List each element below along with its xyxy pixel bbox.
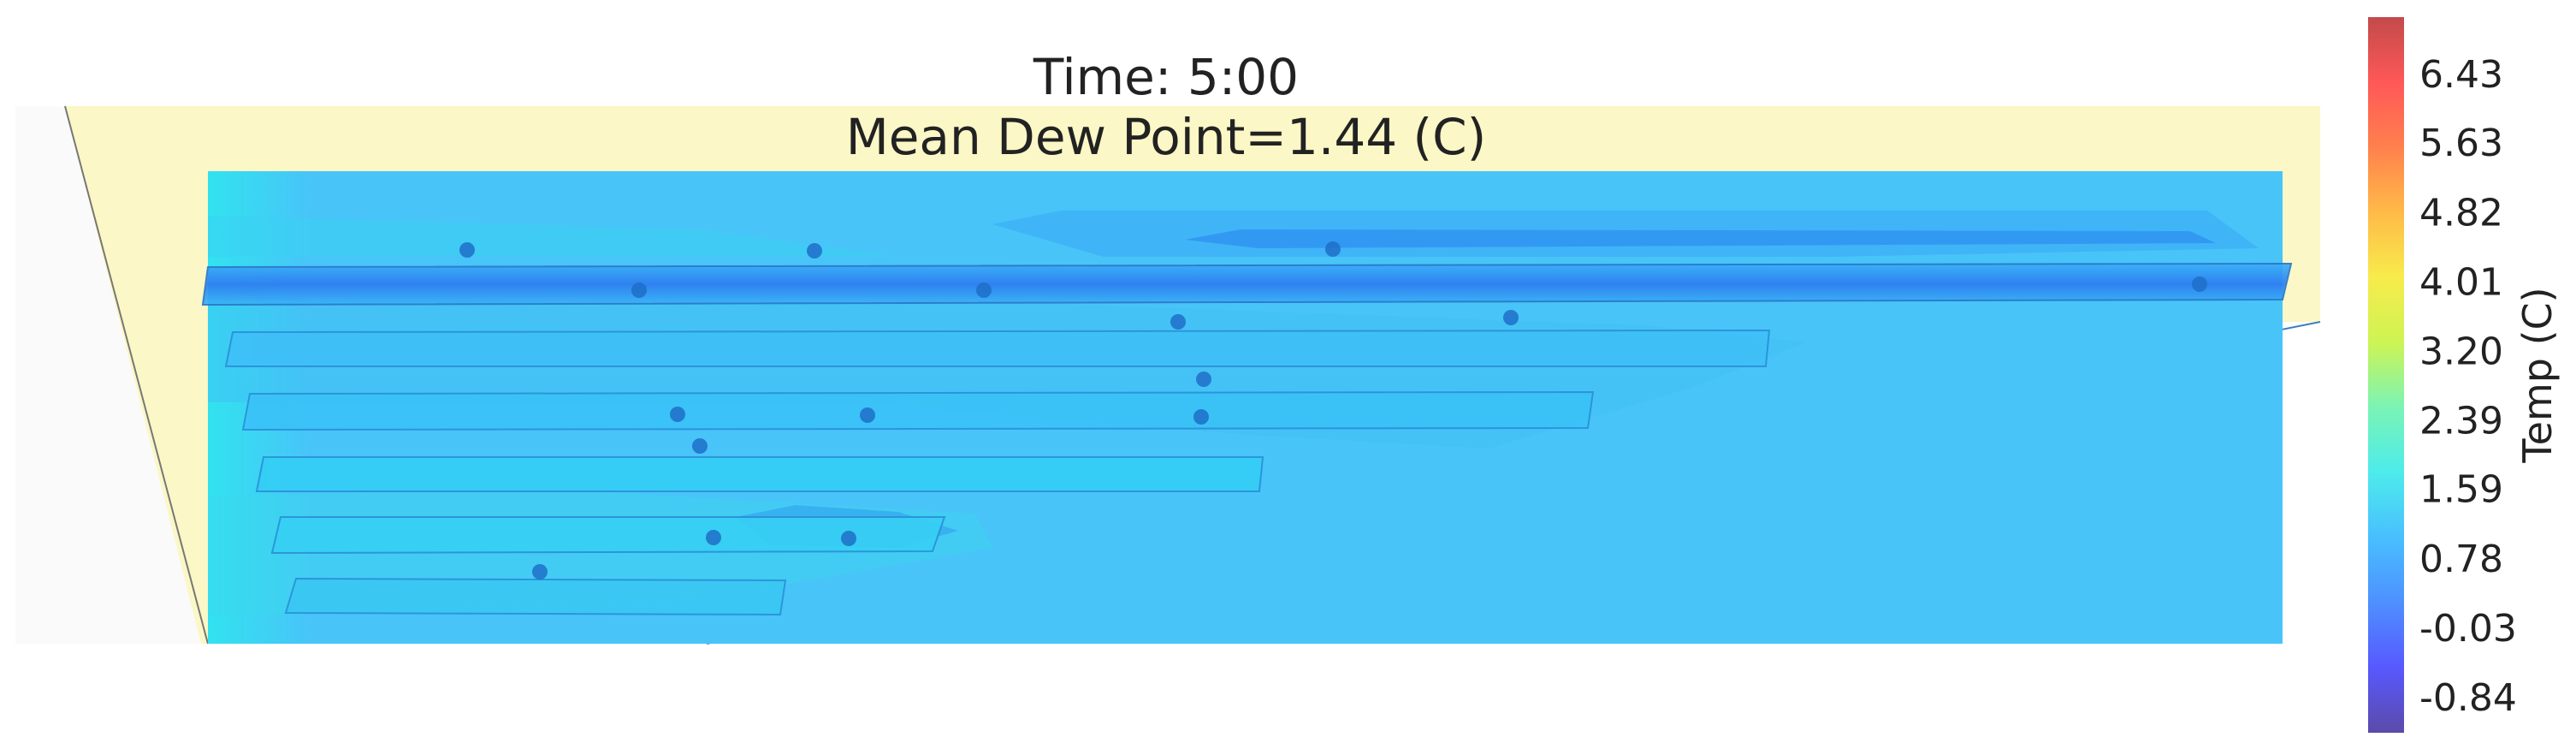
rack-row-2 xyxy=(224,329,1771,367)
sensor xyxy=(631,282,647,298)
colorbar-tick-label: -0.03 xyxy=(2419,607,2517,651)
sensor xyxy=(860,407,875,423)
colorbar: 6.43 5.63 4.82 4.01 3.20 2.39 1.59 0.78 -0.03 -0.… xyxy=(2368,17,2561,733)
rack-row-3 xyxy=(241,390,1595,431)
sensor xyxy=(459,242,475,258)
contour-upper-right-core xyxy=(1185,229,2216,248)
sensor xyxy=(807,243,822,259)
rack-rows xyxy=(201,262,2293,616)
sensor xyxy=(670,407,685,422)
colorbar-bar xyxy=(2368,17,2404,733)
sensor xyxy=(1325,241,1341,257)
colorbar-label: Temp (C) xyxy=(2514,287,2561,463)
chart-title: Time: 5:00 xyxy=(1033,48,1299,106)
sensor xyxy=(1503,310,1519,325)
rack-row-6 xyxy=(284,577,787,616)
colorbar-tick-label: 1.59 xyxy=(2419,468,2503,512)
rack-row-5 xyxy=(270,516,946,555)
sensors xyxy=(459,241,2207,580)
colorbar-tick-label: 5.63 xyxy=(2419,122,2503,165)
sensor xyxy=(976,282,992,298)
colorbar-tick-label: 4.01 xyxy=(2419,260,2503,304)
sensor xyxy=(1170,314,1186,330)
rack-row-4 xyxy=(255,456,1264,492)
colorbar-tick-label: 0.78 xyxy=(2419,538,2503,581)
outline-floor-area xyxy=(65,106,2320,644)
colorbar-tick-label: 3.20 xyxy=(2419,330,2503,373)
sensor xyxy=(1193,409,1209,425)
sensor xyxy=(706,530,721,545)
sensor xyxy=(841,531,856,546)
colorbar-tick-label: 4.82 xyxy=(2419,191,2503,235)
sensor xyxy=(532,564,548,580)
contour-upper-left xyxy=(208,216,898,257)
sensor xyxy=(1196,372,1211,387)
colorbar-tick-label: 2.39 xyxy=(2419,400,2503,443)
colorbar-tick-label: 6.43 xyxy=(2419,53,2503,97)
colorbar-tick-label: -0.84 xyxy=(2419,676,2517,720)
chart-subtitle: Mean Dew Point=1.44 (C) xyxy=(846,108,1487,166)
sensor xyxy=(692,438,708,454)
colorbar-ticks: 6.43 5.63 4.82 4.01 3.20 2.39 1.59 0.78 -0.03 -0.… xyxy=(2419,53,2517,720)
outline-left-edge xyxy=(64,105,209,645)
sensor xyxy=(2192,276,2207,292)
rack-row-1 xyxy=(201,262,2293,306)
